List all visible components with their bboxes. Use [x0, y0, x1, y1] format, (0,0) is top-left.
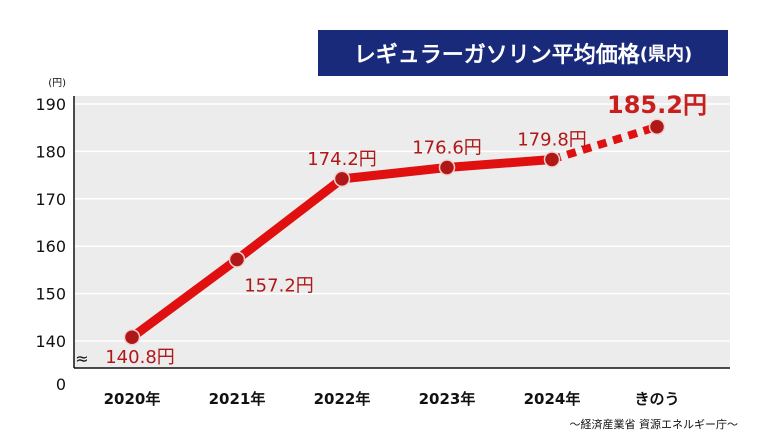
data-point — [123, 328, 141, 346]
data-labels: 140.8円 157.2円 174.2円 176.6円 179.8円 185.2円 — [105, 91, 707, 368]
data-label: 157.2円 — [244, 275, 314, 296]
data-point — [228, 251, 246, 268]
x-tick-label: 2023年 — [419, 390, 476, 408]
data-label: 179.8円 — [517, 129, 587, 150]
y-tick-label: 170 — [35, 190, 66, 209]
y-axis-zero-label: 0 — [56, 375, 66, 394]
data-point — [543, 151, 561, 168]
chart-title: レギュラーガソリン平均価格 (県内) — [318, 30, 728, 76]
source-note: 〜経済産業省 資源エネルギー庁〜 — [569, 418, 739, 431]
data-label: 140.8円 — [105, 347, 175, 368]
y-tick-label: 160 — [35, 237, 66, 256]
chart-title-suffix: (県内) — [639, 44, 693, 65]
y-axis-ticks: 140 150 160 170 180 190 — [35, 95, 66, 351]
x-tick-label: 2024年 — [524, 390, 581, 408]
axis-break-mark: ≈ — [75, 349, 88, 368]
y-tick-label: 150 — [35, 285, 66, 304]
series-points — [123, 118, 666, 346]
data-label: 174.2円 — [307, 149, 377, 170]
x-tick-label: きのう — [634, 390, 679, 408]
x-tick-label: 2020年 — [104, 390, 161, 408]
y-tick-label: 180 — [35, 142, 66, 161]
data-label: 176.6円 — [412, 138, 482, 159]
data-point — [438, 159, 456, 176]
chart-title-main: レギュラーガソリン平均価格 — [353, 43, 640, 68]
y-axis-unit: (円) — [48, 78, 66, 89]
x-tick-label: 2022年 — [314, 390, 371, 408]
data-point — [648, 118, 666, 136]
series-line-dashed — [550, 122, 659, 164]
x-axis-ticks: 2020年 2021年 2022年 2023年 2024年 きのう — [104, 390, 680, 408]
data-point — [333, 170, 351, 188]
y-tick-label: 140 — [35, 332, 66, 351]
gridlines — [73, 96, 730, 369]
y-tick-label: 190 — [35, 95, 66, 114]
x-tick-label: 2021年 — [209, 390, 266, 408]
data-label: 185.2円 — [607, 91, 707, 119]
